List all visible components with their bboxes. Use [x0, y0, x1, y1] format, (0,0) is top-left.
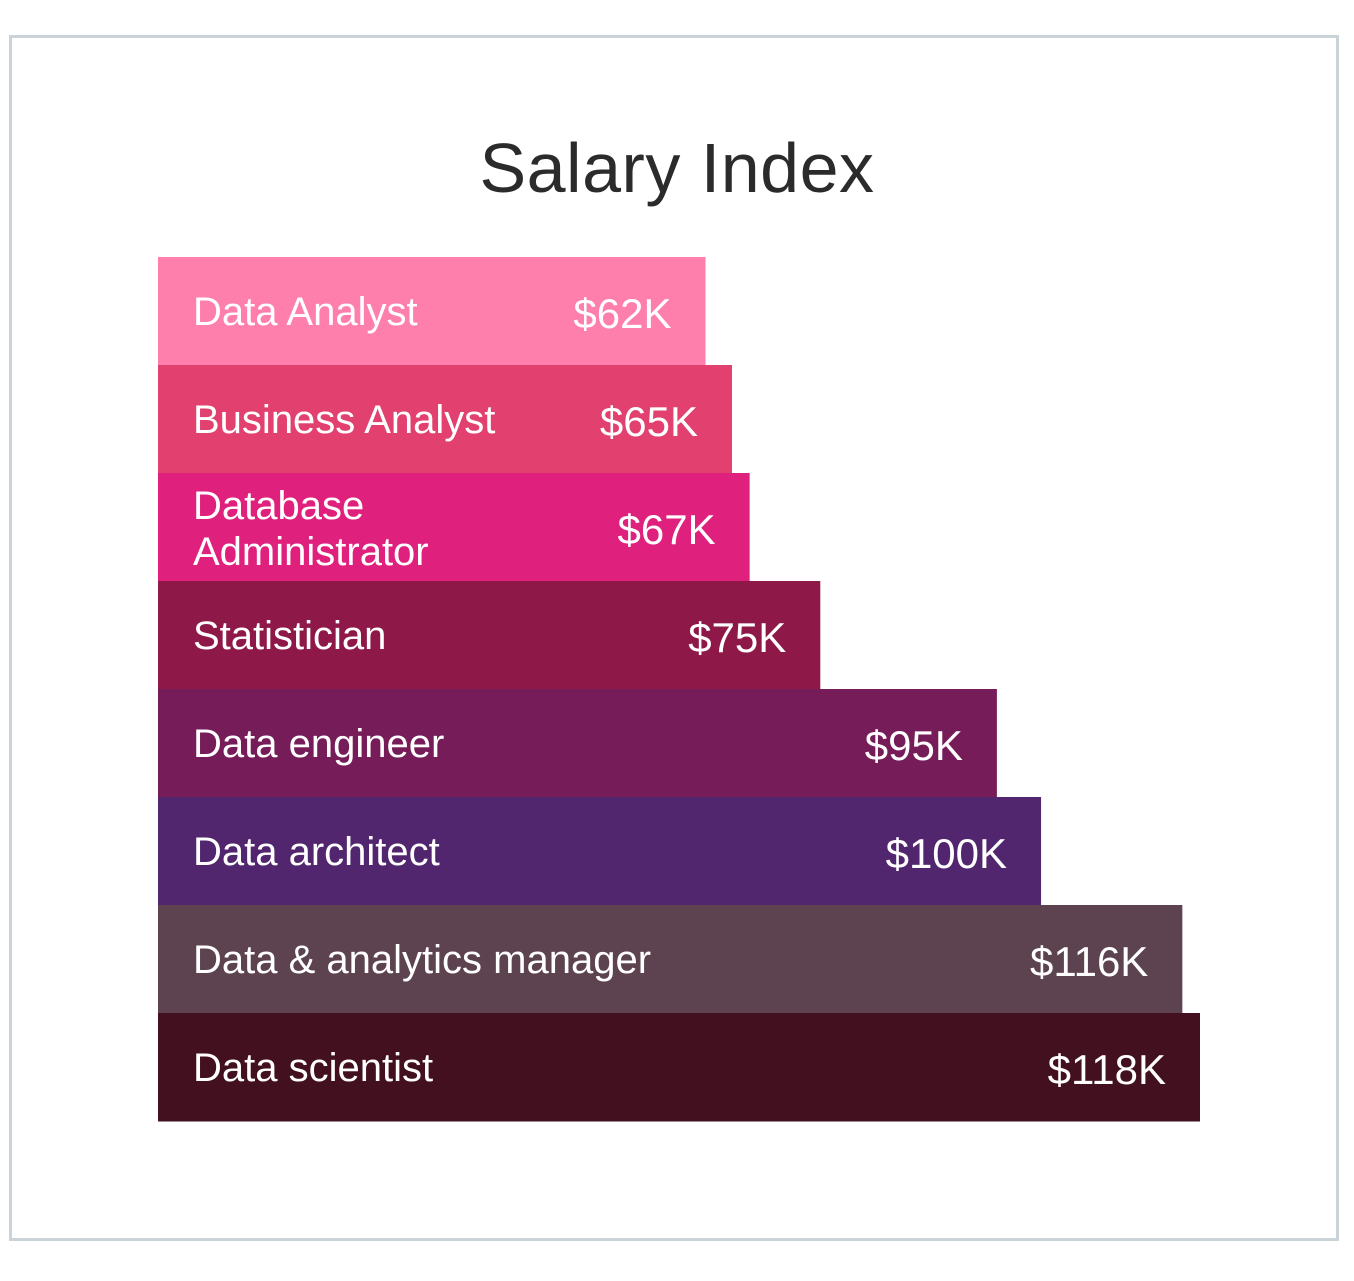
bar-data-architect: [158, 797, 1042, 906]
category-label-data-engineer: Data engineer: [193, 722, 444, 766]
bar-business-analyst: [158, 365, 732, 474]
bar-database-administrator: [158, 473, 750, 582]
value-label-data-and-analytics-manager: $116K: [1030, 938, 1148, 985]
value-label-data-architect: $100K: [886, 830, 1007, 877]
value-label-data-scientist: $118K: [1048, 1046, 1166, 1093]
category-label-business-analyst: Business Analyst: [193, 398, 495, 442]
bar-data-scientist: [158, 1013, 1200, 1122]
category-label-data-scientist: Data scientist: [193, 1046, 433, 1090]
category-label-data-architect: Data architect: [193, 830, 440, 874]
category-label-data-analyst: Data Analyst: [193, 290, 418, 334]
chart-title: Salary Index: [479, 129, 875, 207]
bar-data-engineer: [158, 689, 997, 798]
category-label-database-administrator: Database Administrator: [193, 484, 429, 574]
value-label-statistician: $75K: [688, 614, 786, 661]
value-label-database-administrator: $67K: [618, 506, 716, 553]
value-label-data-analyst: $62K: [573, 290, 671, 337]
value-label-data-engineer: $95K: [865, 722, 963, 769]
value-label-business-analyst: $65K: [600, 398, 698, 445]
category-label-statistician: Statistician: [193, 614, 386, 658]
bar-data-analyst: [158, 257, 706, 366]
bar-statistician: [158, 581, 821, 690]
bar-data-and-analytics-manager: [158, 905, 1183, 1014]
category-label-data-and-analytics-manager: Data & analytics manager: [193, 938, 651, 982]
